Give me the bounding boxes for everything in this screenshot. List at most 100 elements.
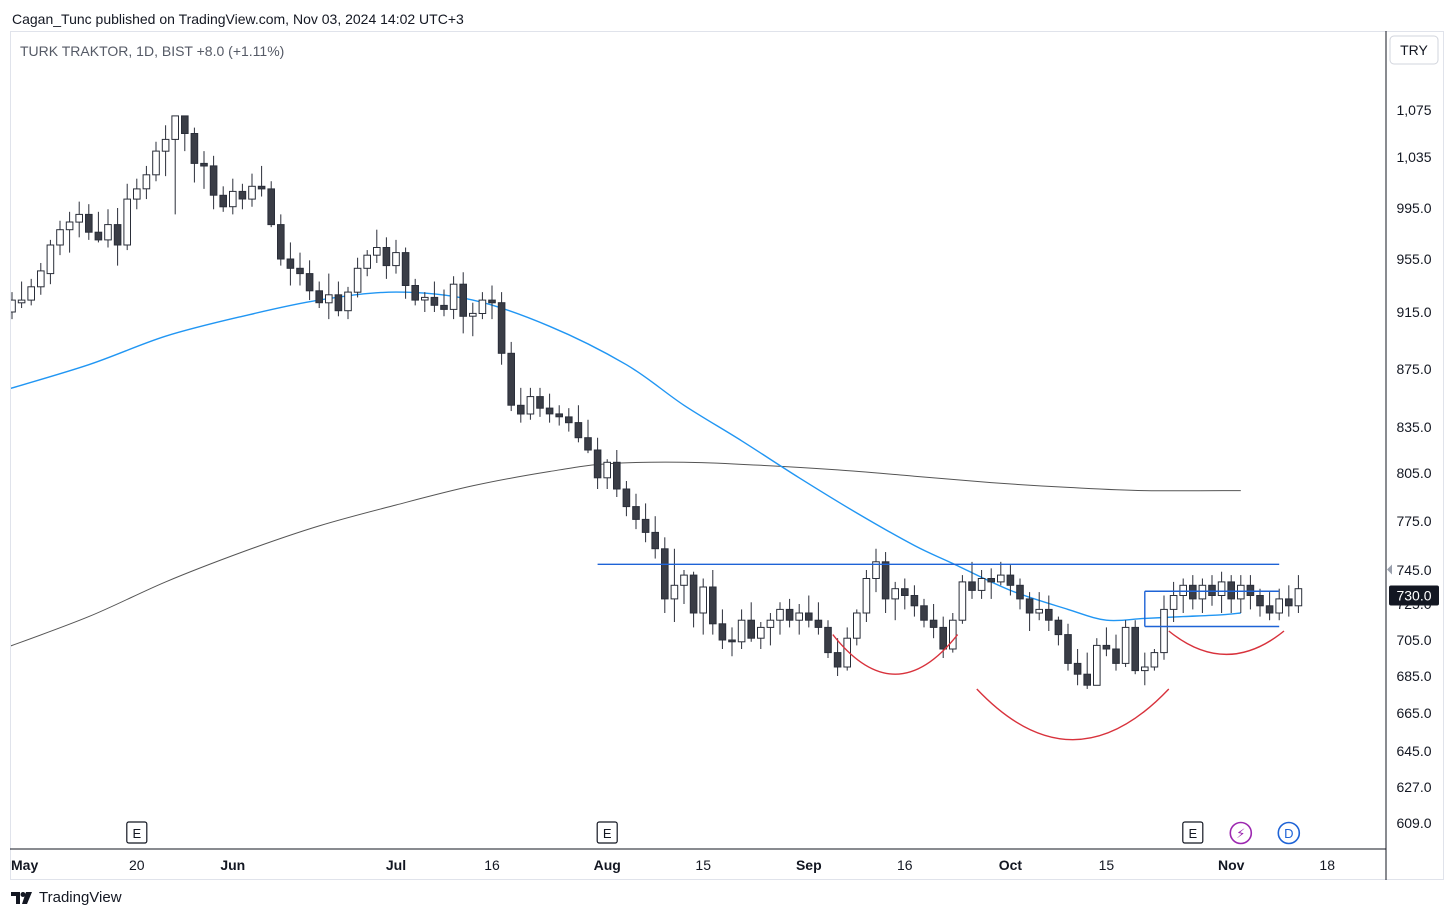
candle [1150, 649, 1159, 671]
candle [526, 387, 535, 420]
price-tick-label: 805.0 [1396, 465, 1431, 481]
candle-body [209, 165, 218, 196]
price-tick-label: 665.0 [1396, 705, 1431, 721]
candle [881, 552, 890, 613]
candle [1102, 627, 1111, 657]
candle-body [680, 574, 688, 586]
time-axis[interactable]: May 20 Jun Jul 16 Aug 15 Sep 16 Oct 15 Nov 18 [11, 857, 1335, 873]
candle-body [1256, 595, 1264, 607]
candle [1064, 623, 1072, 671]
price-tick-label: 775.0 [1396, 513, 1431, 529]
candle [1237, 575, 1245, 613]
candle [497, 292, 506, 365]
candle [862, 570, 871, 622]
time-tick-label: Jun [220, 857, 245, 873]
candle-body [881, 561, 890, 600]
ma-short-line [11, 291, 1241, 622]
price-tick-label: 835.0 [1396, 419, 1431, 435]
candle [872, 548, 880, 593]
candle [123, 183, 132, 251]
candle [699, 578, 708, 635]
candle [680, 570, 688, 604]
candle [843, 627, 852, 671]
candle [248, 173, 256, 207]
candle [411, 278, 419, 306]
candle [517, 387, 525, 423]
candle [632, 493, 640, 530]
price-axis[interactable]: 1,075 1,035 995.0 955.0 915.0 875.0 835.0 805.0… [1396, 102, 1431, 831]
candle [1294, 575, 1303, 613]
earnings-icon [596, 821, 618, 844]
candle [977, 570, 986, 599]
tradingview-logo-icon [11, 891, 32, 904]
split-label: ⚡ [1236, 826, 1245, 841]
candle-body [757, 626, 765, 639]
candle [1045, 595, 1053, 631]
candle [766, 613, 775, 646]
time-tick-label: 18 [1319, 857, 1335, 873]
currency-button[interactable]: TRY [1400, 42, 1428, 58]
candle-body [853, 612, 861, 639]
candle-body [661, 548, 669, 600]
candle [949, 613, 957, 653]
candle [1054, 616, 1063, 646]
earnings-label: E [1188, 826, 1197, 841]
candle-body [737, 619, 746, 643]
time-tick-label: 15 [1099, 857, 1115, 873]
candle [75, 201, 84, 238]
candle [584, 419, 592, 454]
candle-body [449, 283, 458, 310]
price-axis-marker [1387, 564, 1392, 575]
candle [545, 393, 554, 423]
time-tick-label: May [11, 857, 38, 873]
candle-body [1093, 644, 1101, 686]
candle-body [1275, 598, 1284, 614]
candle [824, 620, 832, 658]
candle-body [1285, 598, 1293, 607]
chart-frame [10, 31, 1444, 880]
candle [651, 516, 660, 559]
candle [65, 211, 74, 253]
candle [478, 292, 487, 320]
candle-body [1121, 626, 1130, 664]
candle [901, 578, 909, 610]
candle-body [545, 407, 554, 415]
candle-body [1141, 666, 1149, 672]
tradingview-logo-text: TradingView [39, 889, 122, 906]
tradingview-logo[interactable]: TradingView [11, 889, 122, 906]
candle-body [670, 584, 679, 600]
candle-body [459, 283, 467, 317]
candle-body [190, 133, 199, 164]
candle-body [142, 174, 151, 190]
price-tick-label: 955.0 [1396, 251, 1431, 267]
dividend-label: D [1284, 826, 1293, 841]
currency-button-box[interactable] [1389, 35, 1439, 65]
candle [315, 281, 323, 309]
pattern-arc [976, 688, 1170, 741]
candle-body [1169, 595, 1178, 610]
candle-body [1054, 619, 1063, 636]
candle-body [958, 581, 967, 621]
candle [238, 183, 247, 210]
candle [325, 273, 333, 320]
candle [1198, 578, 1207, 613]
candle [469, 302, 477, 337]
candle [219, 186, 227, 212]
event-marker-earnings: E [126, 821, 148, 844]
earnings-icon [1182, 821, 1204, 844]
candle [968, 561, 976, 599]
candle [910, 585, 919, 617]
candle-body [613, 461, 621, 490]
candle-body [603, 461, 612, 479]
candle-body [296, 267, 304, 275]
candle [757, 622, 765, 649]
legend-symbol[interactable]: TURK TRAKTOR, 1D, BIST +8.0 (+1.11%) [20, 43, 284, 59]
candle [334, 281, 343, 317]
candle-body [718, 623, 727, 641]
candle-body [75, 213, 84, 223]
candle [286, 242, 295, 286]
candle-body [1160, 608, 1168, 654]
event-marker-earnings: E [596, 821, 618, 844]
legend-exchange: BIST [162, 43, 194, 59]
